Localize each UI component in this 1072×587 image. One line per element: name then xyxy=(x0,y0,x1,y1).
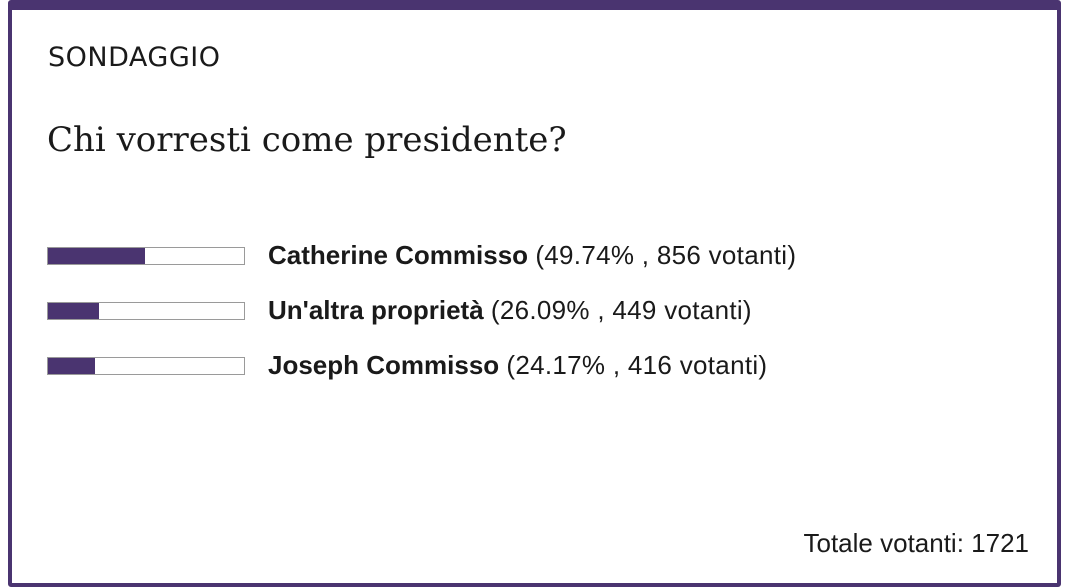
poll-card: SONDAGGIO Chi vorresti come presidente? … xyxy=(8,0,1061,587)
option-text: Joseph Commisso (24.17% , 416 votanti) xyxy=(268,350,767,381)
poll-option[interactable]: Catherine Commisso (49.74% , 856 votanti… xyxy=(47,228,1027,283)
option-name: Joseph Commisso xyxy=(268,350,500,380)
poll-option[interactable]: Un'altra proprietà (26.09% , 449 votanti… xyxy=(47,283,1027,338)
result-bar xyxy=(47,246,245,265)
result-bar-fill xyxy=(48,247,146,264)
result-bar-fill xyxy=(48,302,100,319)
option-text: Catherine Commisso (49.74% , 856 votanti… xyxy=(268,240,796,271)
option-name: Un'altra proprietà xyxy=(268,295,484,325)
option-stats: (26.09% , 449 votanti) xyxy=(490,295,752,325)
option-stats: (24.17% , 416 votanti) xyxy=(506,350,768,380)
poll-question: Chi vorresti come presidente? xyxy=(47,120,567,160)
result-bar-fill xyxy=(48,357,96,374)
poll-label: SONDAGGIO xyxy=(48,42,221,73)
option-text: Un'altra proprietà (26.09% , 449 votanti… xyxy=(268,295,752,326)
option-name: Catherine Commisso xyxy=(268,240,529,270)
poll-option[interactable]: Joseph Commisso (24.17% , 416 votanti) xyxy=(47,338,1027,393)
total-voters: Totale votanti: 1721 xyxy=(803,528,1030,558)
option-stats: (49.74% , 856 votanti) xyxy=(535,240,797,270)
poll-options: Catherine Commisso (49.74% , 856 votanti… xyxy=(47,228,1027,393)
result-bar xyxy=(47,356,245,375)
result-bar xyxy=(47,301,245,320)
